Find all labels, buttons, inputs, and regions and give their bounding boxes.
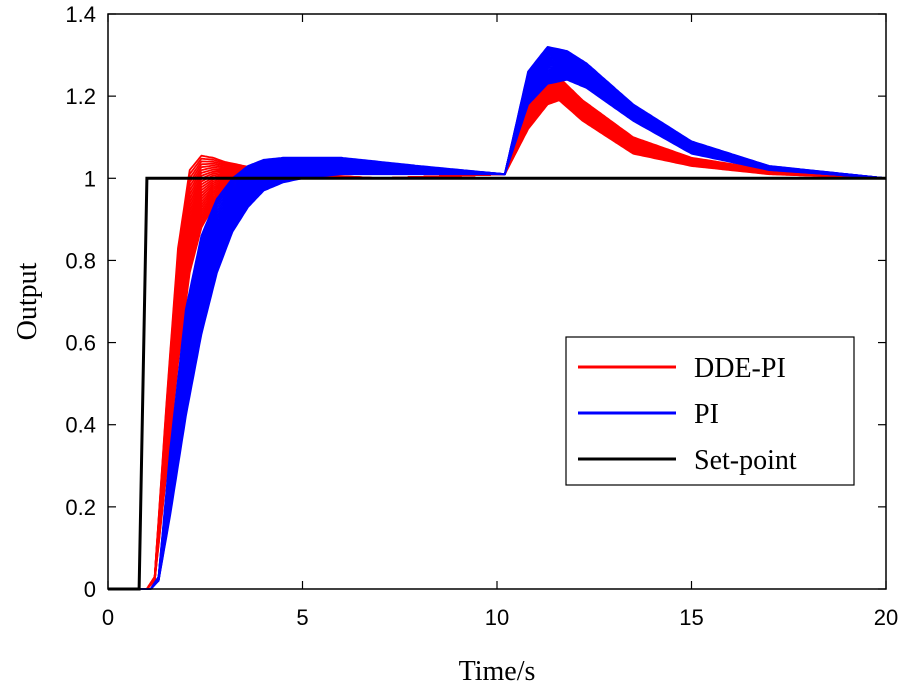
ticks: 0 5 10 15 20 0 0.2 0.4 0.6 0.8 1 1.2 1.4 [65,2,898,630]
y-axis-title: Output [12,262,43,340]
y-tick-label: 1.2 [65,84,96,109]
legend-entry: Set-point [578,445,797,476]
x-tick-label: 20 [874,605,898,630]
x-tick-label: 15 [679,605,703,630]
legend-entry: DDE-PI [578,353,786,384]
legend: DDE-PI PI Set-point [565,336,855,486]
series-pi [108,46,887,590]
x-axis-title: Time/s [459,656,536,687]
x-tick-label: 5 [296,605,308,630]
y-tick-label: 1.4 [65,2,96,27]
y-tick-label: 0.8 [65,248,96,273]
y-tick-label: 1 [84,166,96,191]
legend-entry: PI [578,399,719,430]
legend-label: DDE-PI [694,353,786,384]
y-tick-label: 0.4 [65,413,96,438]
legend-label: PI [694,399,719,430]
x-tick-label: 0 [102,605,114,630]
legend-items: DDE-PI PI Set-point [578,353,797,476]
plot-area [108,46,887,591]
y-tick-label: 0.2 [65,495,96,520]
y-tick-label: 0 [84,577,96,602]
x-tick-label: 10 [485,605,509,630]
legend-label: Set-point [694,445,797,476]
y-tick-label: 0.6 [65,331,96,356]
series-line [108,46,887,590]
